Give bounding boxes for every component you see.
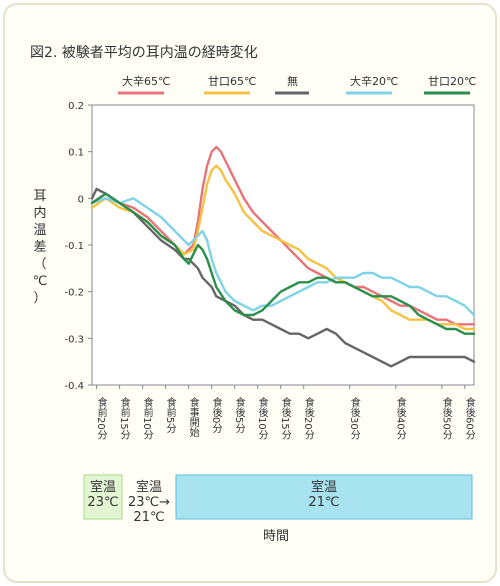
x-tick-label: 食後0分 [210, 396, 222, 434]
legend-label: 大辛20℃ [350, 74, 398, 88]
legend: 大辛65℃ 甘口65℃ 無 大辛20℃ 甘口20℃ [118, 74, 476, 95]
x-tick-label: 食前15分 [118, 396, 130, 441]
y-axis-label-char: （ [33, 257, 46, 272]
x-tick-label: 食後40分 [394, 396, 406, 441]
y-tick-label: -0.1 [64, 241, 84, 252]
y-axis-label-char: 温 [33, 223, 46, 238]
y-tick-label: 0.2 [68, 101, 84, 112]
x-tick-label: 食後10分 [256, 396, 268, 441]
room-temp-label: 室温 [136, 479, 162, 495]
y-tick-label: -0.3 [64, 334, 84, 345]
x-tick-label: 食後15分 [279, 396, 291, 441]
y-axis-label-char: 差 [33, 240, 46, 255]
y-axis-label-char: ） [33, 291, 46, 306]
legend-label: 甘口65℃ [208, 75, 256, 88]
x-axis: 食前20分 食前15分 食前10分 食前5分 食事開始 食後0分 食後5分 食後10分 食後15… [95, 385, 475, 441]
legend-label: 無 [287, 74, 298, 88]
x-tick-label: 食後50分 [440, 396, 452, 441]
x-tick-label: 食後30分 [348, 396, 360, 441]
room-temp-label: 23℃→ [128, 495, 170, 510]
x-axis-label: 時間 [263, 529, 289, 544]
room-temp-label: 21℃ [133, 510, 164, 525]
y-tick-label: -0.4 [64, 381, 84, 392]
room-temp-box [83, 474, 123, 520]
y-tick-label: 0 [78, 194, 84, 205]
plot-area [91, 104, 475, 386]
series-lines [90, 145, 476, 368]
y-axis-label-char: 内 [33, 205, 46, 221]
legend-label: 甘口20℃ [428, 75, 476, 88]
y-axis-label-char: 耳 [33, 189, 46, 204]
y-axis-label-char: ℃ [33, 274, 48, 289]
legend-label: 大辛65℃ [122, 74, 170, 88]
room-temp-label: 室温 [311, 479, 337, 495]
series-line [90, 187, 476, 368]
y-axis: 0.2 0.1 0 -0.1 -0.2 -0.3 -0.4 [64, 101, 92, 392]
y-tick-label: -0.2 [64, 288, 84, 299]
series-line [90, 192, 476, 335]
room-temp-label: 21℃ [308, 495, 339, 510]
room-temp-label: 室温 [90, 479, 116, 495]
y-tick-label: 0.1 [68, 148, 84, 159]
x-tick-label: 食事開始 [187, 396, 199, 438]
room-temp-box [175, 474, 473, 520]
series-line [90, 164, 476, 331]
chart-title: 図2. 被験者平均の耳内温の経時変化 [30, 44, 258, 61]
x-tick-label: 食後5分 [233, 396, 245, 434]
x-tick-label: 食後60分 [463, 396, 475, 441]
x-tick-label: 食前20分 [95, 396, 107, 441]
room-temp-label: 23℃ [87, 495, 118, 510]
x-tick-label: 食後20分 [302, 396, 314, 441]
x-tick-label: 食前5分 [164, 396, 176, 434]
series-line [90, 197, 476, 317]
x-tick-label: 食前10分 [141, 396, 153, 441]
